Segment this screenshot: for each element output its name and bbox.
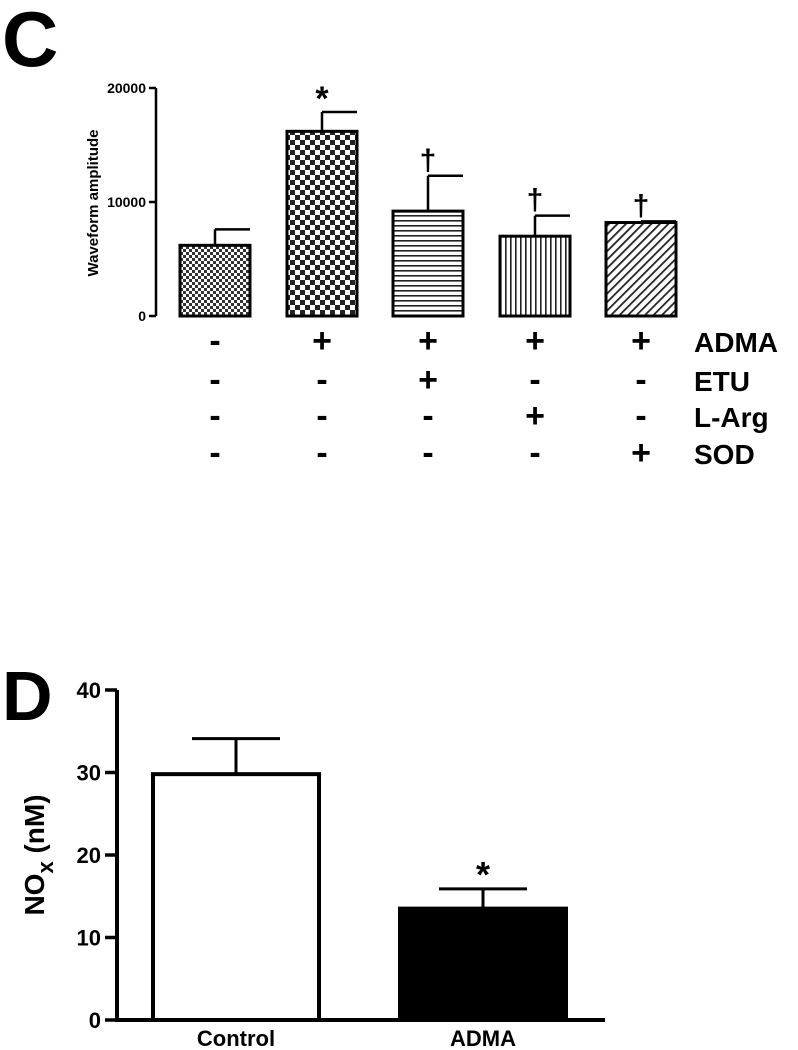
- c-treatment-sign: -: [209, 434, 220, 472]
- chart-d: 0 10 20 30 40 NOx (nM) Control * ADMA: [19, 678, 605, 1050]
- d-x-tick-label: Control: [197, 1026, 275, 1050]
- d-y-axis-label: NOx (nM): [19, 794, 58, 915]
- d-y-tick-label: 40: [77, 678, 101, 703]
- d-y-tick-label: 0: [89, 1008, 101, 1033]
- d-y-tick-label: 10: [77, 926, 101, 951]
- c-treatment-sign: -: [209, 397, 220, 435]
- c-treatment-sign: -: [316, 361, 327, 399]
- c-treatment-sign: +: [525, 322, 545, 360]
- c-treatment-name: L-Arg: [694, 402, 769, 433]
- c-treatment-sign: -: [316, 397, 327, 435]
- d-x-tick-label: ADMA: [450, 1026, 516, 1050]
- d-bar: [398, 906, 568, 1022]
- panel-c-label: C: [2, 0, 58, 83]
- c-treatment-sign: -: [635, 361, 646, 399]
- c-bar: [178, 243, 252, 318]
- c-treatment-sign: -: [422, 434, 433, 472]
- c-bar: [498, 234, 572, 318]
- d-bar: [151, 772, 321, 1023]
- c-treatment-sign: +: [312, 322, 332, 360]
- c-treatment-sign: -: [529, 434, 540, 472]
- c-y-tick-label: 20000: [107, 80, 146, 96]
- c-bar: [604, 221, 678, 318]
- c-treatment-sign: +: [631, 322, 651, 360]
- c-significance-mark: †: [420, 144, 437, 177]
- c-treatment-sign: -: [635, 397, 646, 435]
- c-bar: [391, 209, 465, 318]
- panel-d-label: D: [2, 657, 53, 735]
- c-y-tick-label: 0: [138, 308, 146, 324]
- c-treatment-sign: +: [418, 322, 438, 360]
- c-y-axis-label: Waveform amplitude: [85, 130, 102, 277]
- c-significance-mark: *: [315, 80, 329, 118]
- c-treatment-name: SOD: [694, 439, 755, 470]
- c-y-tick-label: 10000: [107, 194, 146, 210]
- d-y-tick-label: 30: [77, 761, 101, 786]
- c-treatment-sign: -: [209, 322, 220, 360]
- c-treatment-name: ADMA: [694, 327, 778, 358]
- c-treatment-sign: -: [422, 397, 433, 435]
- c-significance-mark: †: [527, 184, 544, 217]
- c-treatment-sign: +: [525, 397, 545, 435]
- c-treatment-sign: -: [529, 361, 540, 399]
- c-bar: [285, 129, 359, 318]
- c-treatment-sign: +: [631, 434, 651, 472]
- c-treatment-sign: -: [316, 434, 327, 472]
- d-y-tick-label: 20: [77, 843, 101, 868]
- c-significance-mark: †: [633, 189, 650, 222]
- d-significance-mark: *: [476, 854, 490, 895]
- c-treatment-name: ETU: [694, 366, 750, 397]
- c-treatment-sign: -: [209, 361, 220, 399]
- c-treatment-sign: +: [418, 361, 438, 399]
